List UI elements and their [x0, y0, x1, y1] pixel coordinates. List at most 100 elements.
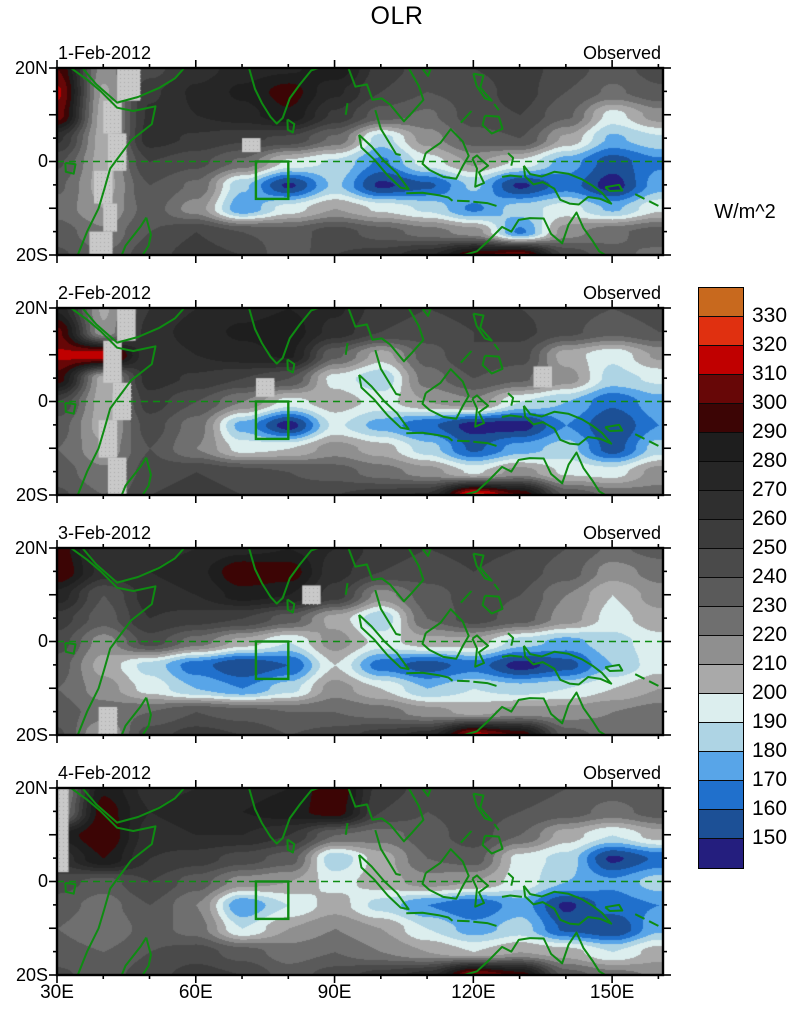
- colorbar-cell: [699, 346, 743, 375]
- coastline: [473, 680, 497, 687]
- coastline: [460, 350, 473, 364]
- colorbar-tick-label: 320: [752, 333, 788, 356]
- coastline: [421, 608, 470, 660]
- coastline: [634, 913, 645, 920]
- coastline: [141, 217, 152, 255]
- coastline: [472, 72, 493, 102]
- coastline: [501, 414, 523, 418]
- map-area: [49, 300, 671, 503]
- coastline: [522, 885, 613, 926]
- coastline: [522, 165, 613, 206]
- coastline: [493, 583, 500, 591]
- coastline: [347, 548, 425, 603]
- panel-4-feb: 4-Feb-2012 Observed 20N 0 20S: [0, 763, 794, 985]
- coastline: [120, 697, 148, 735]
- coastline: [358, 134, 410, 191]
- colorbar-cell: [699, 578, 743, 607]
- coastline: [634, 673, 645, 680]
- coastline: [463, 691, 606, 735]
- panel-date-label: 3-Feb-2012: [58, 523, 152, 543]
- colorbar-tick-label: 270: [752, 478, 788, 501]
- colorbar-tick-label: 330: [752, 304, 788, 327]
- index-box: [254, 400, 290, 441]
- coastline: [501, 894, 523, 898]
- coastline: [473, 920, 497, 927]
- coastline: [604, 183, 624, 192]
- coastline: [344, 342, 349, 355]
- coastline: [507, 872, 515, 886]
- coastline: [421, 68, 432, 77]
- coastline: [472, 792, 493, 822]
- lat-label-20n: 20N: [14, 778, 48, 798]
- coastline: [473, 440, 497, 447]
- coastline: [604, 663, 624, 672]
- coastline: [64, 161, 77, 175]
- colorbar-cell: [699, 317, 743, 346]
- coastline: [70, 788, 157, 975]
- coastline: [81, 308, 185, 344]
- lat-label-0: 0: [37, 151, 48, 171]
- x-tick-label: 60E: [178, 982, 213, 1003]
- colorbar-cell: [699, 549, 743, 578]
- lat-label-20n: 20N: [14, 538, 48, 558]
- x-tick-label: 30E: [40, 982, 74, 1003]
- colorbar-cell: [699, 752, 743, 781]
- coastline: [522, 405, 613, 446]
- figure-title: OLR: [370, 2, 424, 30]
- coastline: [374, 829, 401, 876]
- coastline: [522, 645, 613, 686]
- coastline: [141, 697, 152, 735]
- panel-2-feb: 2-Feb-2012 Observed 20N 0 20S: [0, 283, 794, 505]
- colorbar-cell: [699, 520, 743, 549]
- coastline: [70, 308, 157, 495]
- index-box: [254, 640, 290, 681]
- colorbar-cell: [699, 462, 743, 491]
- coastline: [471, 874, 490, 908]
- coastline: [648, 200, 659, 207]
- colorbar-tick-label: 290: [752, 420, 788, 443]
- colorbar-tick-label: 260: [752, 507, 788, 530]
- colorbar-tick-label: 200: [752, 681, 788, 704]
- colorbar-tick-label: 300: [752, 391, 788, 414]
- panel-date-label: 4-Feb-2012: [58, 763, 152, 783]
- lat-label-20s: 20S: [15, 725, 48, 745]
- panel-date-label: 1-Feb-2012: [58, 43, 152, 63]
- coastline: [471, 394, 490, 428]
- colorbar-tick-label: 210: [752, 652, 788, 675]
- coastline: [634, 433, 645, 440]
- colorbar-cell: [699, 375, 743, 404]
- panel-source-label: Observed: [582, 763, 661, 783]
- map-overlay: [49, 300, 671, 503]
- coastline: [120, 457, 148, 495]
- coastline: [421, 848, 470, 900]
- coastline: [374, 109, 401, 156]
- colorbar-tick-label: 190: [752, 710, 788, 733]
- coastline: [463, 211, 606, 255]
- coastline: [481, 114, 504, 135]
- coastline: [406, 671, 454, 682]
- coastline: [286, 598, 296, 614]
- coastline: [358, 374, 410, 431]
- coastline: [64, 401, 77, 415]
- coastline: [344, 582, 349, 595]
- colorbar-tick-label: 250: [752, 536, 788, 559]
- coastline: [481, 594, 504, 615]
- coastline: [648, 920, 659, 927]
- index-box: [254, 160, 290, 201]
- coastline: [406, 431, 454, 442]
- lat-label-20s: 20S: [15, 965, 48, 985]
- colorbar-cell: [699, 607, 743, 636]
- coastline: [248, 308, 319, 365]
- coastline: [344, 102, 349, 115]
- colorbar-cell: [699, 288, 743, 317]
- coastline: [460, 590, 473, 604]
- colorbar-tick-label: 170: [752, 768, 788, 791]
- coastline: [120, 937, 148, 975]
- coastline: [481, 834, 504, 855]
- coastline: [347, 308, 425, 363]
- coastline: [81, 548, 185, 584]
- coastline: [141, 457, 152, 495]
- coastline: [472, 312, 493, 342]
- index-box: [254, 880, 290, 921]
